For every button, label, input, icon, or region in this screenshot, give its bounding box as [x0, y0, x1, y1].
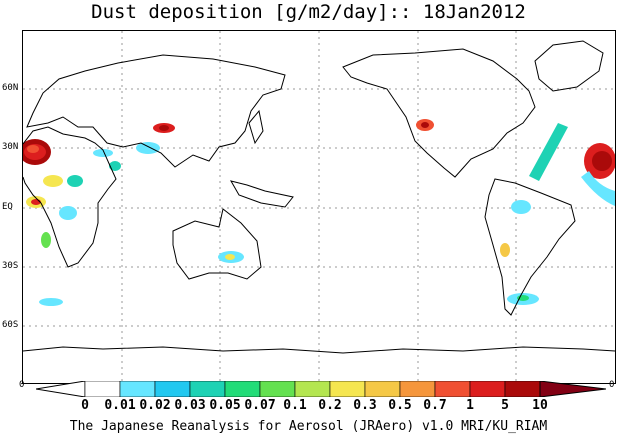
dust-patch-egypt: [93, 149, 113, 157]
colorbar-swatch: [84, 381, 121, 397]
south-america-coastline: [484, 178, 576, 316]
colorbar-label: 0.02: [139, 398, 171, 413]
colorbar-left-arrow: [36, 381, 86, 397]
dust-patch-arabia: [109, 161, 121, 171]
dust-patch-andes: [500, 243, 510, 257]
colorbar-swatch: [224, 381, 261, 397]
colorbar-label: 0.3: [353, 398, 377, 413]
eurasia-coastline: [26, 54, 286, 168]
colorbar-label: 0.07: [244, 398, 276, 413]
dust-patch-sahel: [43, 175, 63, 187]
dust-patch-angola: [41, 232, 51, 248]
world-map: [19, 31, 616, 383]
antarctica-coastline: [22, 346, 616, 354]
colorbar-left-edge-label: 0: [19, 380, 25, 390]
colorbar-swatch: [189, 381, 226, 397]
dust-patches: [19, 119, 616, 306]
lat-label-30n: 30N: [2, 142, 19, 152]
footer-credit: The Japanese Reanalysis for Aerosol (JRA…: [69, 419, 548, 434]
dust-patch-sahel-east: [67, 175, 83, 187]
dust-patch-australia-core: [225, 254, 235, 260]
greenland-coastline: [534, 40, 604, 92]
colorbar-swatch: [434, 381, 471, 397]
colorbar-swatch: [294, 381, 331, 397]
colorbar-swatch: [329, 381, 366, 397]
lat-label-30s: 30S: [2, 261, 19, 271]
colorbar-label: 0.03: [174, 398, 206, 413]
colorbar-label: 10: [532, 398, 548, 413]
dust-patch-taklimakan-core: [159, 125, 169, 131]
lat-label-60s: 60S: [2, 320, 19, 330]
colorbar-swatch: [399, 381, 436, 397]
colorbar-label: 0: [81, 398, 89, 413]
colorbar-label: 1: [466, 398, 474, 413]
colorbar: [36, 381, 606, 397]
dust-patch-india: [136, 142, 160, 154]
colorbar-label: 0.01: [104, 398, 136, 413]
colorbar-label: 0.05: [209, 398, 241, 413]
colorbar-labels: 0 0.01 0.02 0.03 0.05 0.07 0.1 0.2 0.3 0…: [0, 398, 617, 413]
dust-patch-amazon: [511, 200, 531, 214]
north-america-coastline: [342, 48, 536, 178]
lat-label-60n: 60N: [2, 83, 19, 93]
map-title: Dust deposition [g/m2/day]:: 18Jan2012: [91, 1, 526, 23]
japan-coastline: [248, 109, 264, 145]
colorbar-label: 0.1: [283, 398, 307, 413]
colorbar-label: 0.2: [318, 398, 342, 413]
lat-label-eq: EQ: [2, 202, 13, 212]
colorbar-swatch: [154, 381, 191, 397]
colorbar-right-edge-label: 0: [609, 380, 615, 390]
map-panel: [19, 30, 616, 384]
dust-patch-south-atlantic: [39, 298, 63, 306]
colorbar-right-arrow: [539, 381, 606, 397]
coastlines: [22, 40, 616, 354]
dust-patch-great-basin-core: [421, 122, 429, 128]
indonesia-coastline: [229, 180, 294, 208]
colorbar-label: 0.5: [388, 398, 412, 413]
colorbar-swatch: [259, 381, 296, 397]
dust-patch-sahara-peak: [27, 145, 39, 153]
dust-patch-atlantic-streak: [529, 123, 568, 181]
colorbar-swatch: [364, 381, 401, 397]
dust-patch-atlantic-plume-core: [592, 151, 612, 171]
colorbar-swatch: [119, 381, 156, 397]
africa-coastline: [22, 126, 117, 268]
colorbar-label: 5: [501, 398, 509, 413]
colorbar-swatch: [469, 381, 506, 397]
colorbar-label: 0.7: [423, 398, 447, 413]
dust-patch-atlantic-tail: [581, 171, 615, 206]
australia-coastline: [172, 208, 262, 280]
colorbar-swatch: [504, 381, 541, 397]
dust-patch-congo: [59, 206, 77, 220]
